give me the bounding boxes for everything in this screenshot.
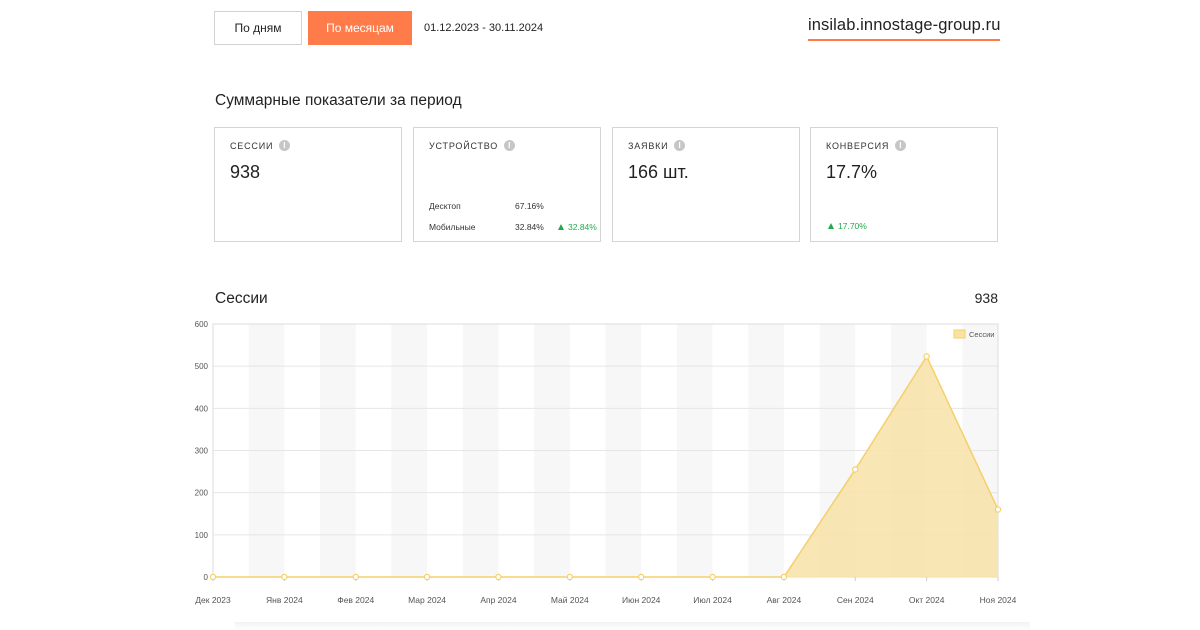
x-tick-label: Окт 2024 (909, 595, 945, 605)
conversion-value: 17.7% (826, 162, 878, 182)
series-line (213, 354, 999, 578)
conversion-card: КОНВЕРСИЯ i 17.7% 17.70% (810, 127, 998, 242)
x-tick-label: Ноя 2024 (980, 595, 1017, 605)
y-tick-label: 300 (195, 447, 209, 456)
desktop-value: 67.16% (515, 201, 544, 211)
requests-card-label: ЗАЯВКИ (628, 140, 669, 151)
data-point (566, 573, 574, 581)
x-tick-label: Июл 2024 (693, 595, 732, 605)
info-icon[interactable]: i (279, 140, 291, 151)
chart-title: Сессии (215, 290, 268, 307)
data-point (495, 573, 502, 581)
x-tick-label: Июн 2024 (622, 595, 661, 605)
mobile-delta: 32.84% (568, 222, 597, 232)
chart-total: 938 (974, 290, 998, 306)
info-icon[interactable]: i (895, 140, 907, 151)
x-tick-label: Фев 2024 (337, 595, 374, 605)
mobile-label: Мобильные (429, 222, 476, 232)
x-tick-label: Май 2024 (551, 595, 589, 605)
x-tick-label: Дек 2023 (195, 595, 231, 605)
device-card-label: УСТРОЙСТВО (429, 140, 499, 151)
requests-value: 166 шт. (628, 162, 689, 182)
conversion-delta-group: 17.70% (828, 221, 867, 231)
device-card-label-row: УСТРОЙСТВО i (429, 140, 516, 151)
mobile-value: 32.84% (515, 222, 544, 232)
sessions-card-label-row: СЕССИИ i (230, 140, 291, 151)
data-point (923, 353, 930, 360)
sessions-chart: 0 100 200 300 400 500 600 Дек 2023 Янв 2024 Фев 2… (195, 320, 1017, 605)
requests-card: ЗАЯВКИ i 166 шт. (612, 127, 800, 242)
date-range[interactable]: 01.12.2023 - 30.11.2024 (424, 22, 544, 34)
conversion-card-label-row: КОНВЕРСИЯ i (826, 140, 907, 151)
sessions-card: СЕССИИ i 938 (214, 127, 402, 242)
triangle-up-icon (828, 223, 834, 229)
desktop-label: Десктоп (429, 201, 461, 211)
by-days-button[interactable]: По дням (214, 11, 302, 45)
x-tick-label: Сен 2024 (837, 595, 874, 605)
by-months-button[interactable]: По месяцам (308, 11, 412, 45)
data-point (423, 573, 431, 581)
bottom-shadow (235, 622, 1030, 630)
mobile-delta-group: 32.84% (558, 222, 597, 232)
y-tick-label: 400 (195, 404, 209, 413)
data-point (709, 573, 716, 581)
y-tick-label: 500 (195, 362, 209, 371)
data-point (209, 573, 217, 581)
triangle-up-icon (558, 224, 564, 230)
y-tick-label: 600 (195, 320, 209, 329)
y-tick-label: 0 (204, 573, 209, 582)
x-tick-label: Мар 2024 (408, 595, 446, 605)
data-point (852, 466, 859, 473)
info-icon[interactable]: i (504, 140, 516, 151)
summary-title: Суммарные показатели за период (215, 92, 462, 109)
y-tick-label: 200 (195, 489, 209, 498)
legend-swatch (953, 329, 966, 339)
legend-label: Сессии (969, 330, 994, 339)
conversion-card-label: КОНВЕРСИЯ (826, 140, 890, 151)
data-point (780, 573, 788, 581)
sessions-value: 938 (230, 162, 261, 182)
x-tick-label: Апр 2024 (480, 595, 517, 605)
x-tick-label: Авг 2024 (767, 595, 802, 605)
requests-card-label-row: ЗАЯВКИ i (628, 140, 686, 151)
x-tick-label: Янв 2024 (266, 595, 303, 605)
data-point (994, 506, 1002, 513)
info-icon[interactable]: i (674, 140, 686, 151)
conversion-delta: 17.70% (838, 221, 867, 231)
site-link[interactable]: insilab.innostage-group.ru (808, 16, 1001, 41)
data-point (281, 573, 288, 581)
sessions-card-label: СЕССИИ (230, 140, 274, 151)
y-tick-label: 100 (195, 531, 209, 540)
data-point (637, 573, 645, 581)
device-card: УСТРОЙСТВО i Десктоп 67.16% Мобильные 32… (413, 127, 601, 242)
data-point (352, 573, 359, 581)
series-area (213, 356, 998, 577)
